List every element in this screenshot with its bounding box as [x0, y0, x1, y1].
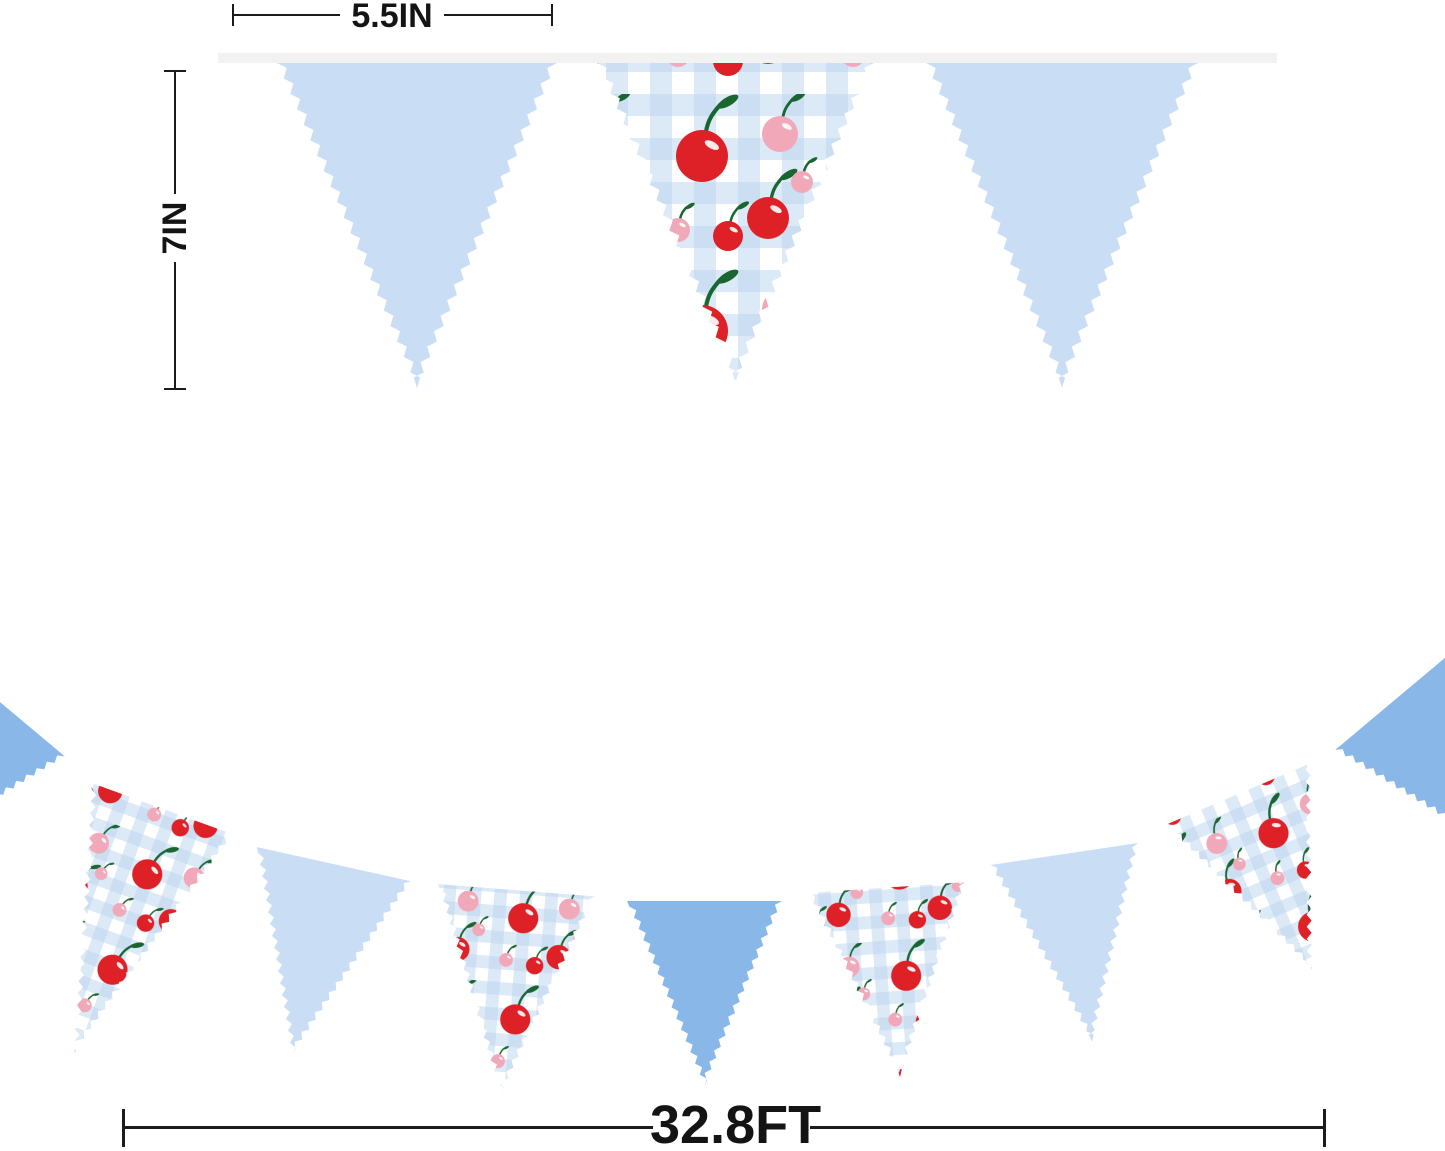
cherry-gingham-pennant — [808, 881, 979, 1083]
cherry-gingham-pennant — [597, 63, 874, 383]
light-blue-pennant — [277, 63, 557, 388]
dimension-tick — [122, 1109, 125, 1147]
dimension-tick — [164, 70, 186, 72]
dimension-line — [444, 14, 551, 16]
cherry-gingham-pennant — [1165, 763, 1385, 1000]
flag-height-label: 7IN — [156, 201, 194, 255]
dimension-line — [234, 14, 340, 16]
dimension-tick — [164, 388, 186, 390]
dimension-tick — [551, 4, 553, 26]
dimension-tick — [1323, 1109, 1326, 1147]
light-blue-pennant — [990, 842, 1166, 1053]
dimension-line — [810, 1126, 1323, 1129]
light-blue-pennant — [926, 63, 1198, 388]
medium-blue-pennant — [0, 660, 65, 933]
flag-width-label: 5.5IN — [351, 0, 433, 35]
dimension-line — [174, 262, 176, 388]
banner-length-label: 32.8FT — [650, 1095, 822, 1151]
light-blue-pennant — [215, 847, 412, 1072]
dimension-line — [174, 72, 176, 194]
medium-blue-pennant — [627, 901, 782, 1086]
medium-blue-pennant — [1335, 653, 1445, 927]
cherry-gingham-pennant — [422, 884, 596, 1101]
dimension-line — [125, 1126, 653, 1129]
dimension-tick — [232, 4, 234, 26]
banner-string — [218, 53, 1277, 63]
cherry-gingham-pennant — [3, 783, 233, 1079]
